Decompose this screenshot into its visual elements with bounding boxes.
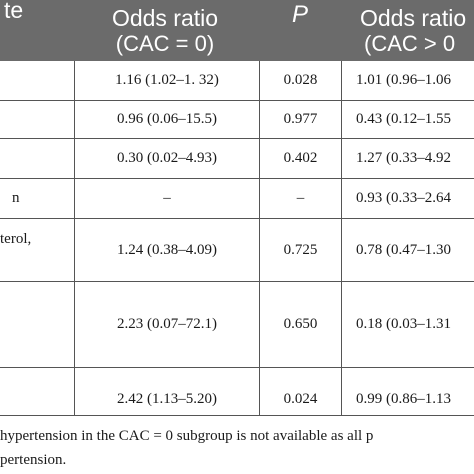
table-row: 1.16 (1.02–1. 32) 0.028 1.01 (0.96–1.06	[0, 61, 474, 101]
table-row: 0.96 (0.06–15.5) 0.977 0.43 (0.12–1.55	[0, 101, 474, 139]
table-header: te Odds ratio (CAC = 0) P Odds ratio (CA…	[0, 0, 474, 61]
row-label	[0, 139, 70, 178]
odds-ratio-cacpos: 0.43 (0.12–1.55	[356, 111, 451, 127]
column-divider	[74, 61, 75, 416]
odds-ratio-cac0: 1.16 (1.02–1. 32)	[115, 72, 219, 88]
odds-ratio-cacpos: 0.18 (0.03–1.31	[356, 316, 451, 332]
header-p-value: P	[260, 0, 340, 61]
odds-ratio-cac0: 0.96 (0.06–15.5)	[117, 111, 217, 127]
header-odds-ratio-cacpos-line2: (CAC > 0	[364, 30, 456, 56]
odds-ratio-cacpos: 0.99 (0.86–1.13	[356, 391, 451, 407]
row-label: terol,	[0, 231, 32, 247]
header-odds-ratio-cac0-line2: (CAC = 0)	[115, 30, 215, 56]
p-value: 0.650	[283, 316, 318, 332]
odds-ratio-cac0: –	[163, 190, 171, 206]
footnote-line-2: pertension.	[0, 452, 67, 468]
header-odds-ratio-cacpos-line1: Odds ratio	[360, 4, 467, 31]
row-label	[0, 61, 70, 100]
p-value: 0.725	[283, 241, 318, 258]
odds-ratio-cacpos: 0.78 (0.47–1.30	[356, 241, 451, 258]
header-covariate-label: te	[4, 0, 24, 23]
column-divider	[341, 61, 342, 416]
table-row: 2.42 (1.13–5.20) 0.024 0.99 (0.86–1.13	[0, 368, 474, 416]
header-odds-ratio-cacpos: Odds ratio (CAC > 0	[342, 0, 474, 61]
column-divider	[259, 61, 260, 416]
odds-ratio-cacpos: 1.01 (0.96–1.06	[356, 72, 451, 88]
table-row: 0.30 (0.02–4.93) 0.402 1.27 (0.33–4.92	[0, 139, 474, 179]
p-value: 0.402	[283, 150, 318, 166]
odds-ratio-cacpos: 1.27 (0.33–4.92	[356, 150, 451, 166]
odds-ratio-cac0: 0.30 (0.02–4.93)	[117, 150, 217, 166]
p-value: 0.024	[283, 391, 318, 407]
row-label	[0, 368, 70, 415]
table-body: 1.16 (1.02–1. 32) 0.028 1.01 (0.96–1.06 …	[0, 61, 474, 416]
odds-ratio-cac0: 2.42 (1.13–5.20)	[117, 391, 217, 407]
p-value: –	[296, 190, 305, 206]
p-value: 0.028	[283, 72, 318, 88]
table-row: 2.23 (0.07–72.1) 0.650 0.18 (0.03–1.31	[0, 282, 474, 368]
header-covariate: te	[0, 0, 70, 61]
table-row: terol, 1.24 (0.38–4.09) 0.725 0.78 (0.47…	[0, 219, 474, 282]
footnote-line-1: hypertension in the CAC = 0 subgroup is …	[0, 428, 374, 444]
header-odds-ratio-cac0: Odds ratio (CAC = 0)	[75, 0, 255, 61]
odds-ratio-cac0: 2.23 (0.07–72.1)	[117, 316, 217, 332]
row-label	[0, 282, 70, 367]
odds-ratio-cacpos: 0.93 (0.33–2.64	[356, 190, 451, 206]
row-label: n	[12, 190, 20, 206]
table-row: n – – 0.93 (0.33–2.64	[0, 179, 474, 219]
row-label	[0, 101, 70, 138]
odds-ratio-cac0: 1.24 (0.38–4.09)	[117, 241, 217, 258]
p-value: 0.977	[283, 111, 318, 127]
header-p-label: P	[291, 1, 308, 28]
header-odds-ratio-cac0-line1: Odds ratio	[111, 4, 219, 31]
